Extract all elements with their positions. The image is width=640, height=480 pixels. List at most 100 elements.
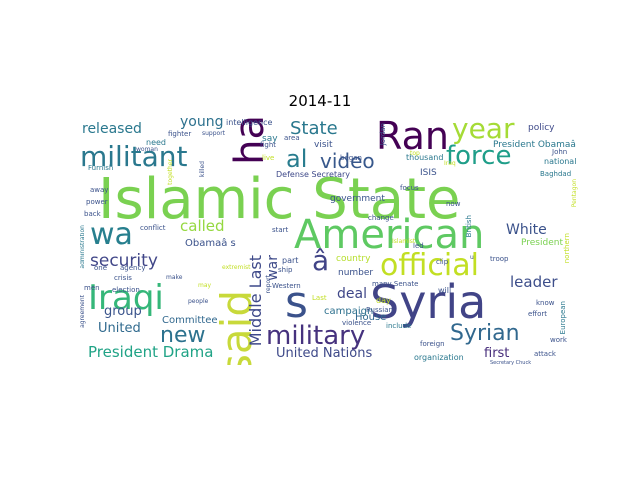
word-militant: militant [80,140,188,173]
word-policy: policy [528,123,555,133]
word-released: released [82,121,142,137]
word-support: support [202,130,226,137]
word-number: number [338,268,374,278]
word-u: u [470,254,474,261]
word-united-nations: United Nations [276,346,373,361]
word-group: group [104,304,142,319]
word-foreign: foreign [420,340,445,348]
word-woman: woman [136,146,158,153]
word-administration: administration [80,225,86,269]
word-last: Last [312,294,327,302]
word-conflict: conflict [140,224,166,232]
word-northern: northern [563,233,571,264]
word-include: include [386,322,412,330]
word-national: national [544,157,577,166]
word-will: will [438,286,452,295]
word-ran: Ran [376,115,449,158]
word-ship: ship [278,266,293,274]
word-furnish: Furnish [88,164,114,172]
word-house: House [355,312,387,323]
word-islamic-state: Islamic State [98,167,461,232]
word-live: live [262,154,275,162]
word-now: now [446,200,461,208]
word-power: power [86,198,108,206]
word-secretary-chuck: Secretary Chuck [490,360,532,366]
word-s: s [285,277,308,328]
word-report: report [265,275,272,294]
word-crisis: crisis [114,274,132,282]
word-organization: organization [414,353,464,362]
word-called: called [180,217,225,235]
word-led: led [413,242,424,250]
word-year: year [452,115,515,145]
word-new: new [160,323,206,348]
word-western: Western [272,282,301,290]
word-obamas: Obamaâ s [185,238,236,249]
word-visit: visit [314,140,333,150]
word-syria: Syria [370,275,487,329]
word-back: back [84,210,101,218]
word-country: country [336,254,371,264]
word-top: top [410,150,420,157]
word-president-obama: President Obamaâ [493,140,576,150]
word-need: need [146,138,166,147]
word-leader: leader [510,273,558,291]
word-first: first [484,346,510,361]
word-one: one [94,264,108,272]
word-syrian: Syrian [450,321,520,346]
word-thousand: thousand [406,153,444,162]
word-effort: effort [528,310,548,318]
word-wa: wa [90,217,133,252]
word-government: government [330,194,385,204]
word-a-circumflex: â [312,244,330,277]
word-troop: troop [490,255,509,263]
word-official: official [380,248,479,283]
word-military: military [266,321,366,351]
word-part: part [282,256,299,265]
word-violence: violence [342,319,372,327]
word-cloud: Islamic State American Syria said ha Ran… [80,115,580,365]
word-baghdad: Baghdad [540,170,572,178]
word-pentagon: Pentagon [571,179,578,208]
word-change: change [368,214,394,222]
word-work: work [550,336,567,344]
word-white: White [506,222,547,238]
word-know: know [536,299,555,307]
word-iraq: Iraq [444,160,456,167]
word-isis: ISIS [420,168,437,178]
word-away: away [90,186,109,194]
word-focus: focus [400,184,419,192]
word-united: United [98,321,141,336]
word-area: area [284,134,300,142]
word-committee: Committee [162,315,218,326]
word-attack: attack [534,350,556,358]
word-john: John [552,148,568,156]
word-day: day [376,296,391,305]
word-russian: Russian [366,306,393,314]
word-start: start [272,226,289,234]
chart-title: 2014-11 [288,92,352,110]
word-jordan: Jordan [379,123,387,146]
word-young: young [180,115,224,130]
word-defense-secretary: Defense Secretary [276,170,351,179]
word-intelligence: intelligence [226,118,273,127]
word-european: European [559,301,567,335]
word-agency: agency [120,264,146,272]
word-together: together [167,159,174,185]
word-many-senate: many Senate [372,280,419,288]
word-killed: killed [199,161,206,177]
word-president: President [521,238,563,248]
word-islamist: Islamist [392,238,416,245]
word-make: make [166,274,183,281]
word-iraqi: Iraqi [88,278,164,318]
word-began: began [340,154,362,162]
word-agreement: agreement [80,295,86,328]
word-security: security [90,251,158,271]
word-american: American [294,212,485,258]
word-fight: fight [260,141,277,149]
word-british: British [465,215,473,238]
word-men: men [84,284,100,292]
word-fighter: fighter [168,130,192,138]
word-video: video [320,149,375,173]
word-election: election [112,286,140,294]
